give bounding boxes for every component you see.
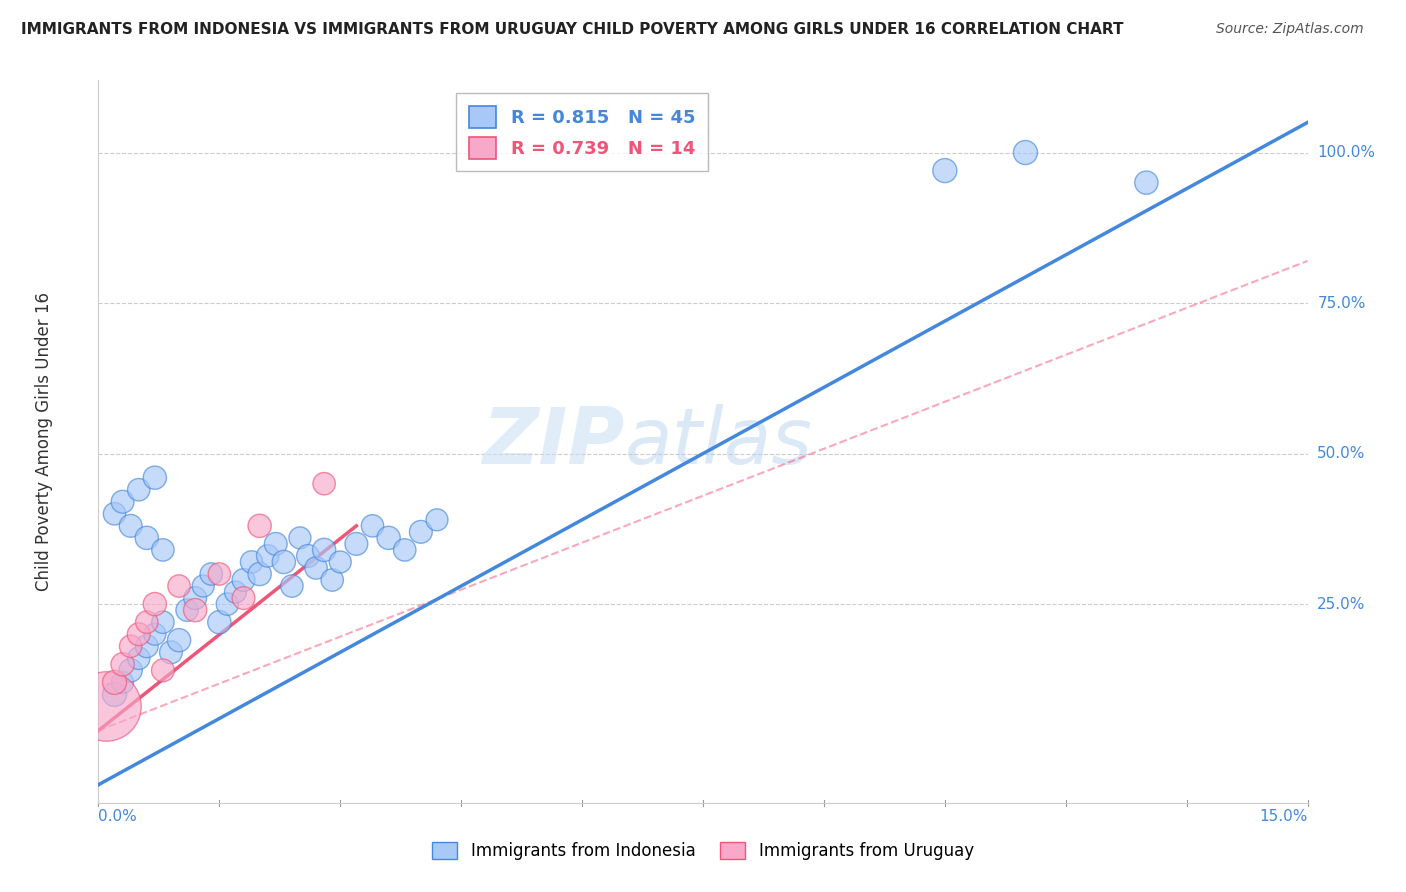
Point <box>256 549 278 563</box>
Point <box>394 542 416 557</box>
Text: atlas: atlas <box>624 403 813 480</box>
Point <box>176 603 198 617</box>
Point <box>111 494 134 508</box>
Point <box>96 699 118 714</box>
Text: Source: ZipAtlas.com: Source: ZipAtlas.com <box>1216 22 1364 37</box>
Point <box>264 537 287 551</box>
Point <box>128 627 150 641</box>
Point <box>103 687 125 701</box>
Point <box>167 579 190 593</box>
Point <box>426 513 449 527</box>
Point <box>135 531 157 545</box>
Point <box>232 591 254 606</box>
Point <box>224 585 246 599</box>
Point <box>208 567 231 582</box>
Text: 0.0%: 0.0% <box>98 809 138 824</box>
Point <box>934 163 956 178</box>
Point <box>314 542 336 557</box>
Point <box>111 675 134 690</box>
Point <box>273 555 295 569</box>
Point <box>305 561 328 575</box>
Point <box>111 657 134 672</box>
Point <box>193 579 215 593</box>
Point <box>297 549 319 563</box>
Point <box>128 651 150 665</box>
Point <box>184 591 207 606</box>
Point <box>103 507 125 521</box>
Point <box>377 531 399 545</box>
Point <box>288 531 311 545</box>
Point <box>160 645 183 659</box>
Point <box>329 555 352 569</box>
Point <box>120 664 142 678</box>
Text: 15.0%: 15.0% <box>1260 809 1308 824</box>
Text: 100.0%: 100.0% <box>1317 145 1375 160</box>
Point <box>314 476 336 491</box>
Point <box>249 519 271 533</box>
Point <box>232 573 254 587</box>
Point <box>240 555 263 569</box>
Point <box>344 537 367 551</box>
Point <box>321 573 343 587</box>
Point <box>217 597 239 611</box>
Legend: Immigrants from Indonesia, Immigrants from Uruguay: Immigrants from Indonesia, Immigrants fr… <box>426 835 980 867</box>
Text: IMMIGRANTS FROM INDONESIA VS IMMIGRANTS FROM URUGUAY CHILD POVERTY AMONG GIRLS U: IMMIGRANTS FROM INDONESIA VS IMMIGRANTS … <box>21 22 1123 37</box>
Point <box>208 615 231 630</box>
Point <box>128 483 150 497</box>
Text: 75.0%: 75.0% <box>1317 295 1365 310</box>
Point <box>152 615 174 630</box>
Point <box>167 633 190 648</box>
Point <box>120 639 142 653</box>
Text: 25.0%: 25.0% <box>1317 597 1365 612</box>
Text: Child Poverty Among Girls Under 16: Child Poverty Among Girls Under 16 <box>35 292 53 591</box>
Point <box>143 597 166 611</box>
Point <box>103 675 125 690</box>
Point <box>249 567 271 582</box>
Point <box>281 579 304 593</box>
Point <box>135 615 157 630</box>
Point <box>1014 145 1036 160</box>
Point <box>143 471 166 485</box>
Point <box>200 567 222 582</box>
Point <box>143 627 166 641</box>
Point <box>409 524 432 539</box>
Text: ZIP: ZIP <box>482 403 624 480</box>
Point <box>120 519 142 533</box>
Point <box>135 639 157 653</box>
Point <box>152 542 174 557</box>
Point <box>184 603 207 617</box>
Text: 50.0%: 50.0% <box>1317 446 1365 461</box>
Point <box>152 664 174 678</box>
Point <box>1135 176 1157 190</box>
Point <box>361 519 384 533</box>
